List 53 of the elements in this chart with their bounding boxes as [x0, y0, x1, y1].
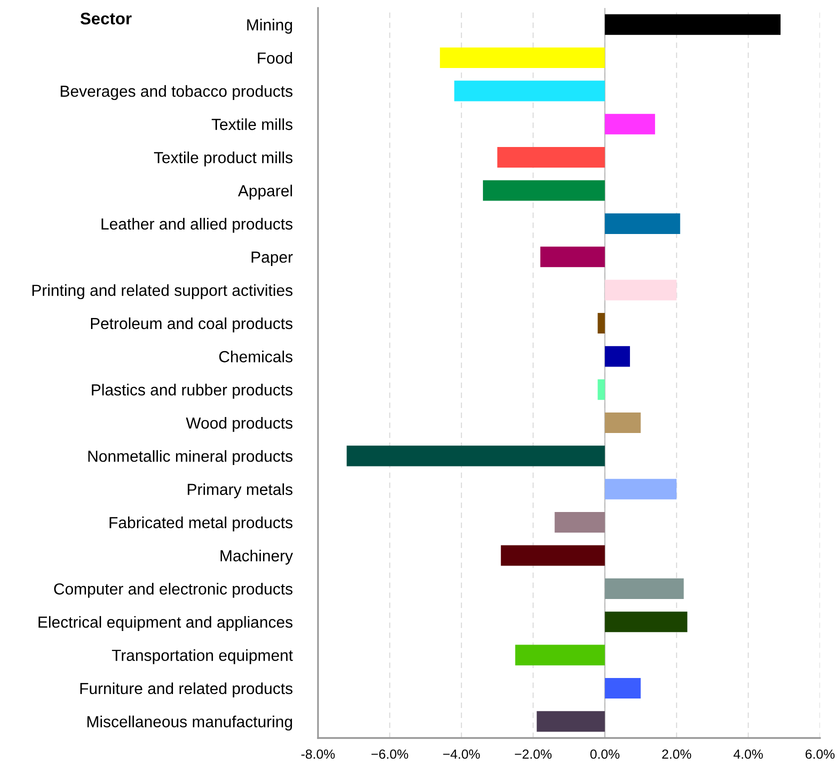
y-tick-label: Electrical equipment and appliances	[38, 616, 292, 631]
y-tick-label: Machinery	[220, 550, 293, 565]
bar	[500, 545, 605, 566]
y-tick-label: Apparel	[238, 184, 292, 200]
x-tick-label: 0.0%	[590, 749, 620, 759]
bar	[497, 147, 605, 168]
y-tick-label: Petroleum and coal products	[91, 317, 292, 332]
y-tick-label: Mining	[247, 18, 292, 34]
bar	[604, 612, 688, 632]
y-tick-label: Leather and allied products	[102, 218, 292, 233]
y-tick-label: Printing and related support activities	[32, 284, 292, 300]
bar	[440, 47, 605, 68]
bar	[604, 114, 656, 134]
bar	[454, 80, 605, 102]
y-tick-label: Furniture and related products	[80, 682, 292, 698]
x-tick-label: 4.0%	[734, 749, 763, 759]
x-tick-label: −2.0%	[514, 749, 552, 759]
bar	[604, 280, 677, 300]
y-tick-label: Paper	[252, 252, 293, 266]
y-tick-label: Wood products	[186, 416, 292, 432]
y-tick-label: Food	[258, 52, 292, 64]
bar	[604, 213, 680, 234]
x-tick-label: −6.0%	[371, 749, 408, 759]
bar	[482, 180, 605, 201]
bar	[598, 312, 605, 334]
y-tick-label: Chemicals	[219, 350, 292, 362]
x-tick-label: 6.0%	[806, 749, 835, 759]
x-tick-label: −4.0%	[443, 749, 480, 759]
y-tick-label: Computer and electronic products	[54, 582, 292, 598]
y-tick-label: Beverages and tobacco products	[60, 85, 292, 100]
bar	[604, 678, 641, 699]
bar	[515, 644, 605, 666]
x-tick-label: -8.0%	[301, 749, 335, 759]
bar	[536, 711, 605, 732]
y-tick-label: Fabricated metal products	[110, 516, 292, 532]
bar	[604, 412, 641, 434]
y-axis-title: Sector	[80, 12, 132, 24]
y-tick-label: Nonmetallic mineral products	[88, 450, 292, 466]
y-tick-label: Primary metals	[188, 483, 292, 498]
y-tick-label: Transportation equipment	[112, 649, 293, 664]
bar	[604, 478, 677, 500]
y-tick-label: Textile mills	[212, 118, 292, 130]
bar	[540, 246, 605, 268]
bar	[604, 14, 781, 35]
bar	[598, 379, 605, 400]
bar	[604, 346, 630, 367]
y-tick-label: Miscellaneous manufacturing	[87, 716, 292, 731]
bar	[346, 446, 605, 466]
x-tick-label: 2.0%	[662, 749, 692, 759]
bar	[604, 578, 684, 599]
bar	[554, 512, 605, 533]
y-tick-label: Plastics and rubber products	[92, 384, 292, 399]
y-tick-label: Textile product mills	[154, 152, 292, 166]
